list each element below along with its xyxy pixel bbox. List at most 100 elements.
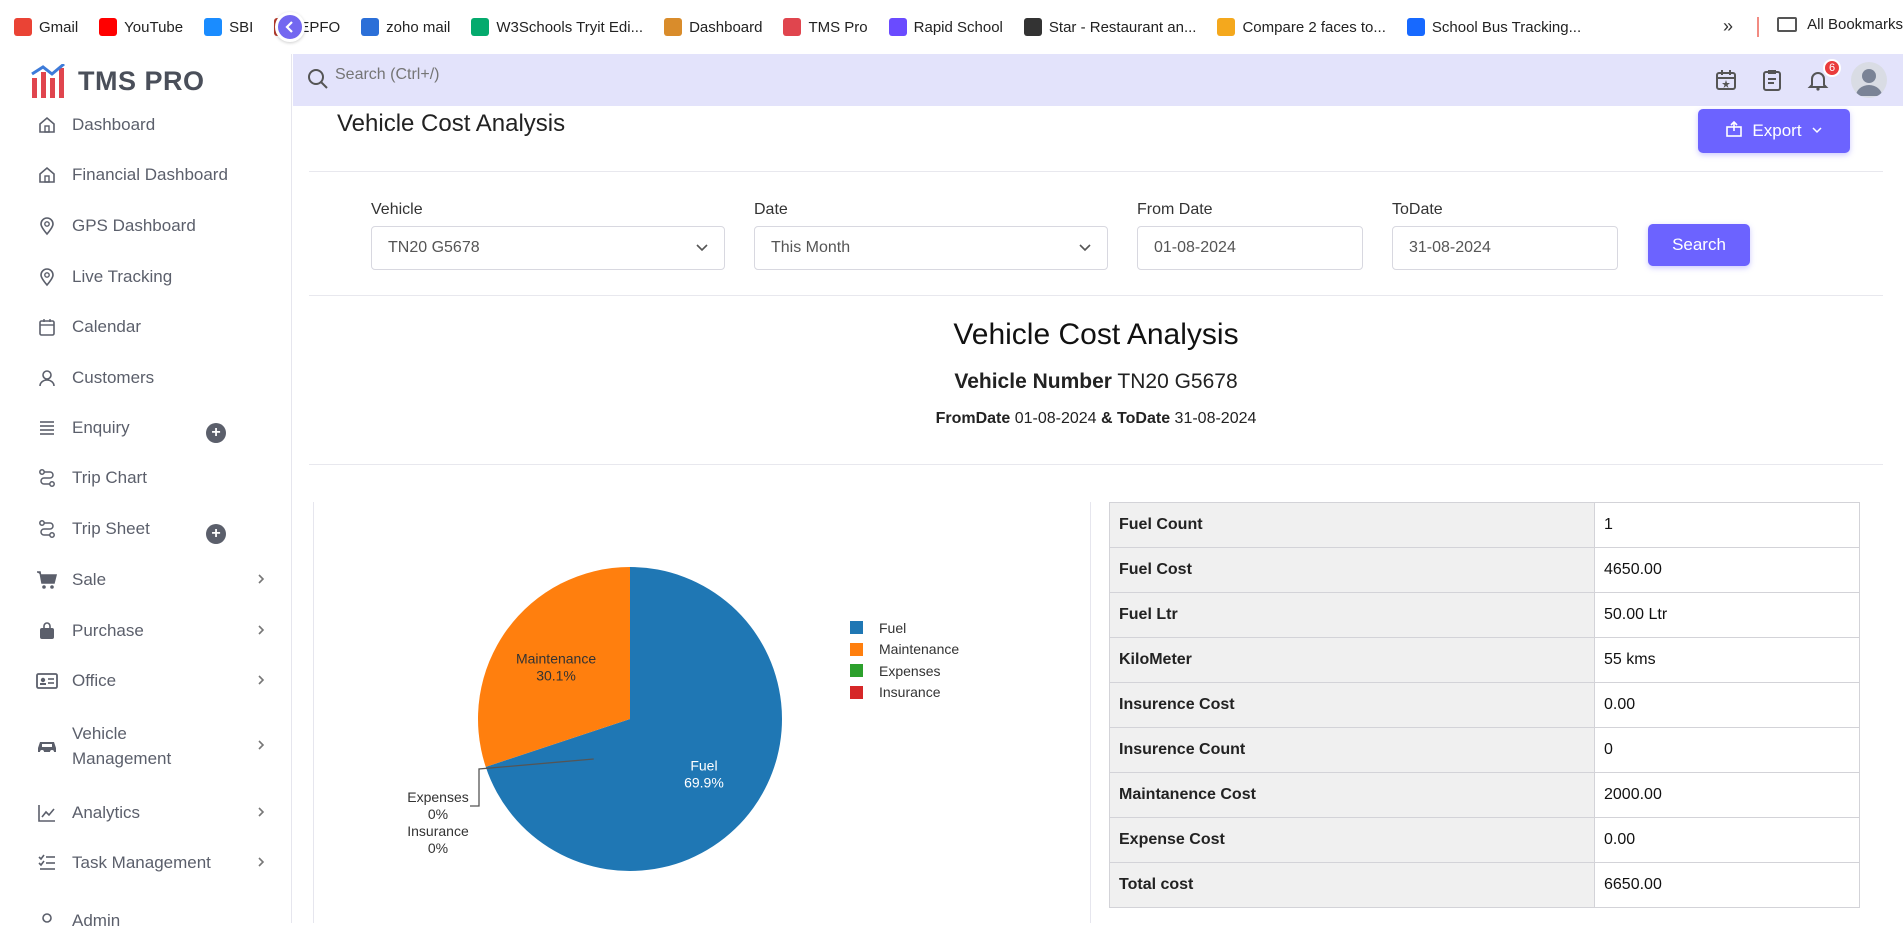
pie-slice-fuel[interactable] xyxy=(485,567,783,871)
add-enquiry-button[interactable]: + xyxy=(206,423,226,443)
bookmark-favicon-icon xyxy=(783,18,802,36)
bookmark-item[interactable]: YouTube xyxy=(99,18,183,36)
pie-slice-maintenance[interactable] xyxy=(478,567,630,767)
bookmark-label: Rapid School xyxy=(913,18,1003,36)
vehicle-select[interactable]: TN20 G5678 xyxy=(371,226,725,270)
table-row: Fuel Ltr 50.00 Ltr xyxy=(1109,592,1860,638)
avatar[interactable] xyxy=(1851,62,1887,98)
sidebar-item-label: Sale xyxy=(72,570,107,589)
upload-icon xyxy=(1726,120,1743,142)
sidebar-item-purchase[interactable]: Purchase xyxy=(36,620,266,642)
sidebar-item-office[interactable]: Office xyxy=(36,670,266,692)
chevron-right-icon xyxy=(256,572,266,588)
chevron-down-icon xyxy=(1812,124,1822,138)
brand-logo[interactable]: TMS PRO xyxy=(30,64,205,98)
search-button[interactable]: Search xyxy=(1648,224,1750,266)
table-cell-key: KiloMeter xyxy=(1109,637,1595,683)
bookmark-item[interactable]: School Bus Tracking... xyxy=(1406,18,1581,36)
bookmark-item[interactable]: TMS Pro xyxy=(783,18,868,36)
table-cell-value: 6650.00 xyxy=(1594,862,1860,908)
legend-swatch xyxy=(850,685,863,699)
table-cell-key: Insurence Count xyxy=(1109,727,1595,773)
sidebar-item-analytics[interactable]: Analytics xyxy=(36,802,266,824)
car-icon xyxy=(36,735,58,757)
sidebar-item-enquiry[interactable]: Enquiry + xyxy=(36,417,266,443)
sidebar-item-label: Vehicle Management xyxy=(72,724,172,768)
all-bookmarks-button[interactable]: All Bookmarks xyxy=(1777,16,1903,33)
to-date-value: 31-08-2024 xyxy=(1409,239,1491,256)
legend-item[interactable]: Fuel xyxy=(850,617,959,639)
to-date-input[interactable]: 31-08-2024 xyxy=(1392,226,1618,270)
bookmark-favicon-icon xyxy=(361,18,380,36)
export-button[interactable]: Export xyxy=(1698,109,1850,153)
bookmark-label: YouTube xyxy=(124,18,184,36)
sidebar-item-trip-sheet[interactable]: Trip Sheet + xyxy=(36,518,266,544)
bookmark-item[interactable]: Star - Restaurant an... xyxy=(1023,18,1196,36)
map-pin-icon xyxy=(36,266,58,288)
bookmark-item[interactable]: Rapid School xyxy=(888,18,1003,36)
calendar-star-icon[interactable] xyxy=(1713,67,1739,93)
legend-item[interactable]: Insurance xyxy=(850,682,959,704)
clipboard-icon[interactable] xyxy=(1759,67,1785,93)
sidebar-collapse-button[interactable] xyxy=(275,12,305,42)
sidebar-item-vehicle-management[interactable]: Vehicle Management xyxy=(36,721,266,771)
legend-label: Fuel xyxy=(879,619,907,636)
cart-icon xyxy=(36,569,58,591)
table-cell-key: Expense Cost xyxy=(1109,817,1595,863)
calendar-icon xyxy=(36,316,58,338)
bookmark-item[interactable]: zoho mail xyxy=(361,18,450,36)
table-cell-key: Fuel Count xyxy=(1109,502,1595,548)
sidebar-item-live-tracking[interactable]: Live Tracking xyxy=(36,266,266,288)
bookmark-favicon-icon xyxy=(664,18,683,36)
home-icon xyxy=(36,164,58,186)
bookmarks-overflow-icon[interactable]: » xyxy=(1722,16,1733,36)
table-row: Fuel Count 1 xyxy=(1109,502,1860,548)
sidebar-item-calendar[interactable]: Calendar xyxy=(36,316,266,338)
chevron-left-icon xyxy=(285,21,293,33)
sidebar-item-customers[interactable]: Customers xyxy=(36,367,266,389)
report-vehicle-number: Vehicle Number TN20 G5678 xyxy=(309,370,1883,394)
legend-item[interactable]: Expenses xyxy=(850,660,959,682)
sidebar-item-admin[interactable]: Admin xyxy=(36,910,266,932)
vehicle-number-value: TN20 G5678 xyxy=(1117,370,1238,393)
sidebar-item-financial-dashboard[interactable]: Financial Dashboard xyxy=(36,164,266,186)
label-leader-line xyxy=(470,758,594,807)
search-icon xyxy=(308,69,328,89)
sidebar-item-trip-chart[interactable]: Trip Chart xyxy=(36,467,266,489)
bookmark-item[interactable]: Compare 2 faces to... xyxy=(1217,18,1386,36)
table-row: Total cost 6650.00 xyxy=(1109,862,1860,908)
legend-swatch xyxy=(850,621,863,635)
sidebar-item-gps-dashboard[interactable]: GPS Dashboard xyxy=(36,215,266,237)
main-content: Vehicle Cost Analysis Export Vehicle TN2… xyxy=(309,106,1883,923)
add-trip-sheet-button[interactable]: + xyxy=(206,524,226,544)
table-row: Expense Cost 0.00 xyxy=(1109,817,1860,863)
bookmark-label: Dashboard xyxy=(689,18,763,36)
from-date-label: From Date xyxy=(1137,201,1213,218)
sidebar-item-task-management[interactable]: Task Management xyxy=(36,852,266,874)
sidebar-item-label: GPS Dashboard xyxy=(72,216,196,235)
export-label: Export xyxy=(1752,121,1802,140)
to-date-label: ToDate xyxy=(1392,201,1443,218)
map-pin-icon xyxy=(36,215,58,237)
sidebar-item-label: Financial Dashboard xyxy=(72,165,228,184)
bookmark-favicon-icon xyxy=(471,18,490,36)
report-date-range: FromDate 01-08-2024 & ToDate 31-08-2024 xyxy=(309,410,1883,428)
chart-legend: Fuel Maintenance Expenses Insurance xyxy=(850,617,959,703)
sidebar-item-label: Customers xyxy=(72,368,155,387)
cost-summary-table: Fuel Count 1 Fuel Cost 4650.00 Fuel Ltr 50.00… xyxy=(1109,502,1860,908)
sidebar-item-sale[interactable]: Sale xyxy=(36,569,266,591)
sidebar-item-label: Trip Chart xyxy=(72,468,147,487)
bookmark-item[interactable]: Gmail xyxy=(14,18,78,36)
sidebar-item-label: Calendar xyxy=(72,317,141,336)
legend-item[interactable]: Maintenance xyxy=(850,639,959,661)
bookmark-item[interactable]: SBI xyxy=(204,18,253,36)
from-date-input[interactable]: 01-08-2024 xyxy=(1137,226,1363,270)
slice-label-insurance: Insurance xyxy=(407,823,469,839)
date-range-select[interactable]: This Month xyxy=(754,226,1108,270)
user-avatar-icon xyxy=(1856,69,1882,96)
search-input[interactable] xyxy=(335,66,735,84)
sidebar-item-dashboard[interactable]: Dashboard xyxy=(36,114,266,136)
bookmark-item[interactable]: W3Schools Tryit Edi... xyxy=(471,18,643,36)
bell-icon[interactable]: 6 xyxy=(1805,59,1841,93)
bookmark-item[interactable]: Dashboard xyxy=(664,18,762,36)
